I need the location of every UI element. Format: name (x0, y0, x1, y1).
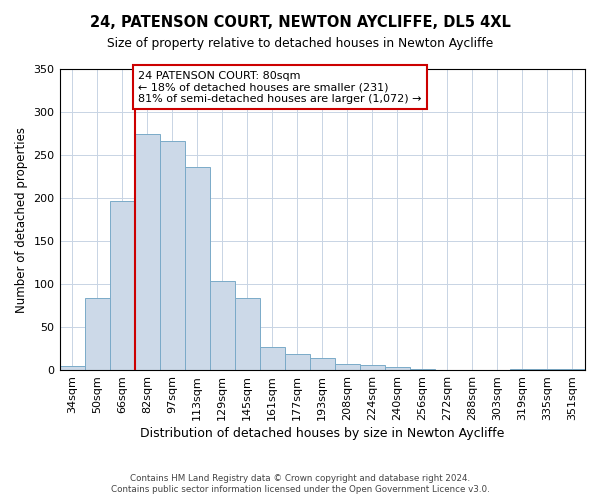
Bar (360, 365, 385, 370)
Bar (335, 364, 360, 370)
Bar (385, 368, 410, 370)
Bar (260, 347, 285, 370)
Bar (85, 298, 110, 370)
Bar (209, 280, 235, 370)
Bar (310, 358, 335, 370)
Bar (59, 366, 85, 370)
Bar (560, 369, 585, 370)
Bar (110, 202, 134, 370)
Text: Contains HM Land Registry data © Crown copyright and database right 2024.
Contai: Contains HM Land Registry data © Crown c… (110, 474, 490, 494)
Bar (235, 298, 260, 370)
Text: 24 PATENSON COURT: 80sqm
← 18% of detached houses are smaller (231)
81% of semi-: 24 PATENSON COURT: 80sqm ← 18% of detach… (139, 70, 422, 104)
Bar (410, 369, 435, 370)
Bar (285, 354, 310, 370)
Bar (510, 369, 535, 370)
Y-axis label: Number of detached properties: Number of detached properties (15, 126, 28, 312)
Bar (535, 369, 560, 370)
Bar (185, 167, 209, 370)
Text: 24, PATENSON COURT, NEWTON AYCLIFFE, DL5 4XL: 24, PATENSON COURT, NEWTON AYCLIFFE, DL5… (89, 15, 511, 30)
X-axis label: Distribution of detached houses by size in Newton Aycliffe: Distribution of detached houses by size … (140, 427, 505, 440)
Bar (134, 134, 160, 370)
Bar (160, 142, 185, 370)
Text: Size of property relative to detached houses in Newton Aycliffe: Size of property relative to detached ho… (107, 38, 493, 51)
